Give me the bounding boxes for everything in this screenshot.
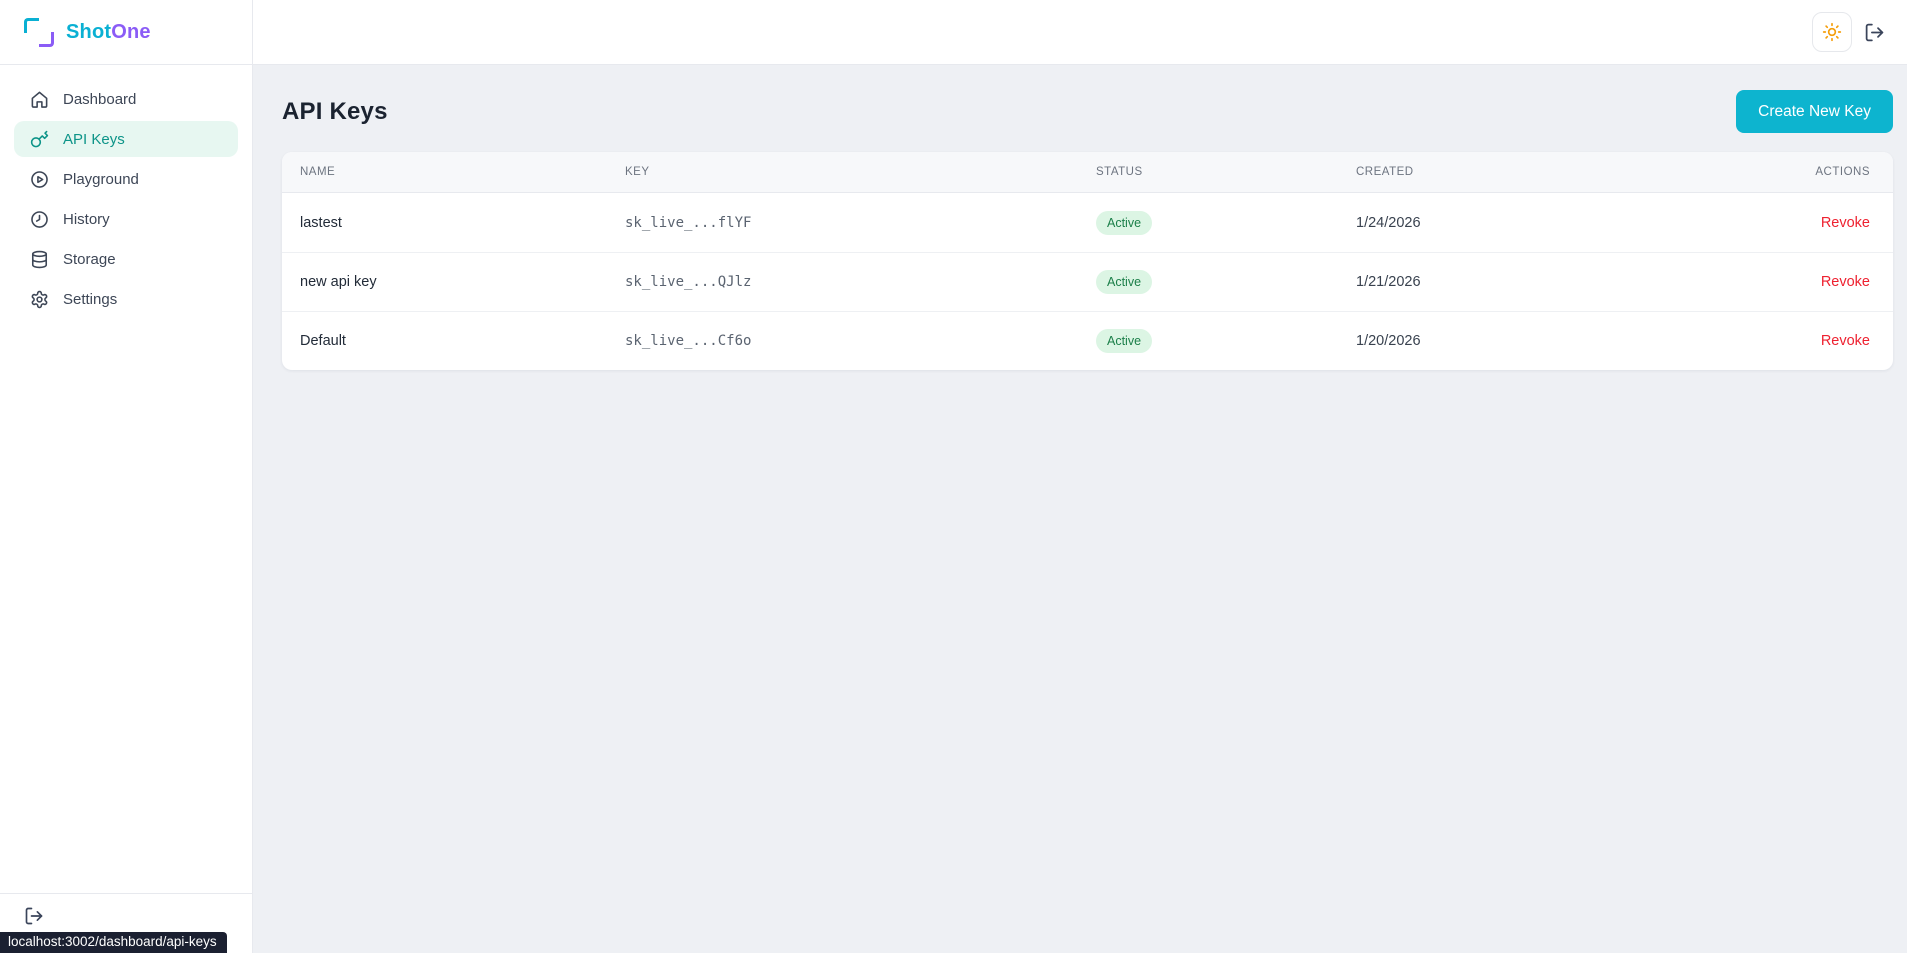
table-row: lastest sk_live_...flYF Active 1/24/2026… (282, 193, 1893, 252)
theme-toggle-button[interactable] (1812, 12, 1852, 52)
sun-icon (1822, 22, 1842, 42)
created-date: 1/20/2026 (1356, 333, 1421, 349)
brand-name: ShotOne (66, 20, 151, 43)
key-icon (30, 130, 49, 149)
logout-button[interactable] (1864, 22, 1885, 43)
api-keys-table: NAME KEY STATUS CREATED ACTIONS lastest … (282, 152, 1893, 370)
sidebar-item-label: Settings (63, 290, 118, 308)
key-name: Default (300, 333, 346, 349)
create-new-key-button[interactable]: Create New Key (1736, 90, 1893, 133)
created-date: 1/24/2026 (1356, 214, 1421, 231)
column-header-name: NAME (300, 166, 336, 178)
status-url-tooltip: localhost:3002/dashboard/api-keys (0, 932, 227, 953)
sidebar-footer (0, 893, 252, 953)
revoke-button[interactable]: Revoke (1820, 214, 1870, 231)
table-body: lastest sk_live_...flYF Active 1/24/2026… (282, 193, 1893, 370)
sidebar-item-label: API Keys (63, 130, 125, 148)
page-header: API Keys Create New Key (282, 90, 1893, 133)
column-header-created: CREATED (1356, 166, 1414, 178)
sidebar-item-label: Playground (63, 170, 139, 188)
sidebar-item-dashboard[interactable]: Dashboard (14, 81, 238, 117)
sidebar-item-settings[interactable]: Settings (14, 281, 238, 317)
revoke-button[interactable]: Revoke (1820, 274, 1870, 290)
home-icon (30, 90, 49, 109)
column-header-status: STATUS (1096, 166, 1143, 178)
key-value: sk_live_...QJlz (625, 274, 752, 290)
key-name: lastest (300, 214, 342, 231)
table-row: Default sk_live_...Cf6o Active 1/20/2026… (282, 311, 1893, 370)
main-content: API Keys Create New Key NAME KEY STATUS … (253, 65, 1907, 953)
logout-icon[interactable] (24, 906, 44, 926)
sidebar-item-storage[interactable]: Storage (14, 241, 238, 277)
sidebar-item-api-keys[interactable]: API Keys (14, 121, 238, 157)
sidebar-nav: Dashboard API Keys Playground History St… (0, 65, 252, 317)
sidebar-item-label: Dashboard (63, 90, 137, 108)
topbar (253, 0, 1907, 65)
sidebar-item-playground[interactable]: Playground (14, 161, 238, 197)
created-date: 1/21/2026 (1356, 274, 1421, 290)
app-logo[interactable]: ShotOne (0, 0, 252, 65)
status-badge: Active (1096, 270, 1153, 294)
key-name: new api key (300, 274, 377, 290)
table-header-row: NAME KEY STATUS CREATED ACTIONS (282, 152, 1893, 193)
key-value: sk_live_...flYF (625, 214, 752, 231)
clock-icon (30, 210, 49, 229)
sidebar-item-label: Storage (63, 250, 116, 268)
key-value: sk_live_...Cf6o (625, 333, 752, 349)
status-badge: Active (1096, 210, 1153, 235)
play-icon (30, 170, 49, 189)
database-icon (30, 250, 49, 269)
column-header-key: KEY (625, 166, 650, 178)
table-row: new api key sk_live_...QJlz Active 1/21/… (282, 252, 1893, 311)
page-title: API Keys (282, 97, 388, 125)
brand-mark-icon (24, 17, 54, 48)
gear-icon (30, 290, 49, 309)
revoke-button[interactable]: Revoke (1820, 333, 1870, 349)
logout-icon (1864, 22, 1885, 43)
column-header-actions: ACTIONS (1815, 166, 1870, 178)
sidebar: ShotOne Dashboard API Keys Playground Hi… (0, 0, 253, 953)
sidebar-item-label: History (63, 210, 110, 228)
sidebar-item-history[interactable]: History (14, 201, 238, 237)
status-badge: Active (1096, 329, 1153, 353)
